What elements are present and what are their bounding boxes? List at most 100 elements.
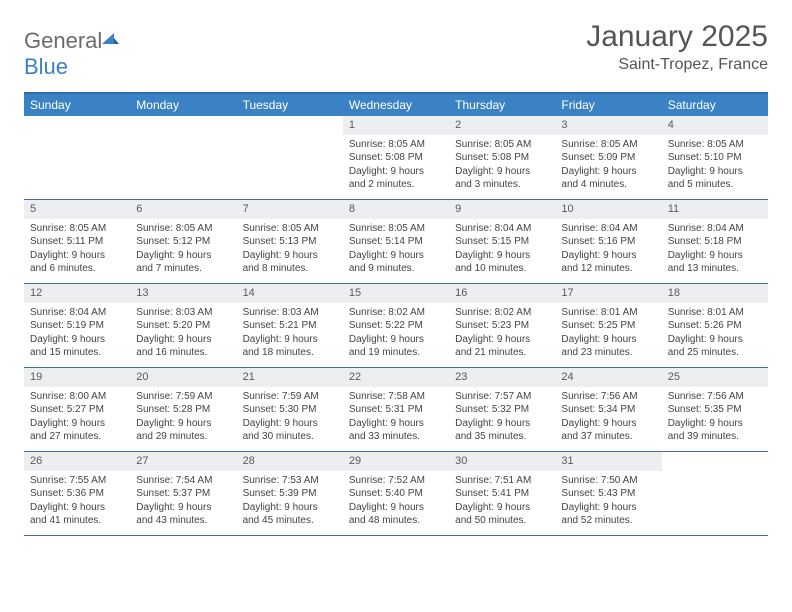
day-number: 25 xyxy=(662,368,768,387)
weekday-saturday: Saturday xyxy=(662,94,768,116)
day-cell-29: 29Sunrise: 7:52 AMSunset: 5:40 PMDayligh… xyxy=(343,452,449,536)
daylight-line-2: and 41 minutes. xyxy=(30,514,124,528)
sunrise-line: Sunrise: 7:58 AM xyxy=(349,390,443,404)
day-number: 22 xyxy=(343,368,449,387)
daylight-line-2: and 30 minutes. xyxy=(243,430,337,444)
sunset-line: Sunset: 5:15 PM xyxy=(455,235,549,249)
day-cell-23: 23Sunrise: 7:57 AMSunset: 5:32 PMDayligh… xyxy=(449,368,555,452)
logo-part2: Blue xyxy=(24,54,68,79)
daylight-line-1: Daylight: 9 hours xyxy=(30,501,124,515)
daylight-line-2: and 35 minutes. xyxy=(455,430,549,444)
day-cell-31: 31Sunrise: 7:50 AMSunset: 5:43 PMDayligh… xyxy=(555,452,661,536)
day-cell-12: 12Sunrise: 8:04 AMSunset: 5:19 PMDayligh… xyxy=(24,284,130,368)
day-number: 3 xyxy=(555,116,661,135)
sunset-line: Sunset: 5:34 PM xyxy=(561,403,655,417)
sunset-line: Sunset: 5:20 PM xyxy=(136,319,230,333)
sunrise-line: Sunrise: 8:05 AM xyxy=(349,222,443,236)
logo: GeneralBlue xyxy=(24,20,120,80)
daylight-line-1: Daylight: 9 hours xyxy=(668,417,762,431)
sunrise-line: Sunrise: 7:54 AM xyxy=(136,474,230,488)
sunrise-line: Sunrise: 8:02 AM xyxy=(349,306,443,320)
day-number: 2 xyxy=(449,116,555,135)
daylight-line-1: Daylight: 9 hours xyxy=(668,165,762,179)
daylight-line-1: Daylight: 9 hours xyxy=(561,249,655,263)
sunrise-line: Sunrise: 8:01 AM xyxy=(561,306,655,320)
day-cell-27: 27Sunrise: 7:54 AMSunset: 5:37 PMDayligh… xyxy=(130,452,236,536)
sunset-line: Sunset: 5:12 PM xyxy=(136,235,230,249)
daylight-line-1: Daylight: 9 hours xyxy=(136,501,230,515)
sunset-line: Sunset: 5:19 PM xyxy=(30,319,124,333)
day-cell-14: 14Sunrise: 8:03 AMSunset: 5:21 PMDayligh… xyxy=(237,284,343,368)
daylight-line-1: Daylight: 9 hours xyxy=(136,249,230,263)
day-number: 4 xyxy=(662,116,768,135)
day-cell-16: 16Sunrise: 8:02 AMSunset: 5:23 PMDayligh… xyxy=(449,284,555,368)
day-cell-3: 3Sunrise: 8:05 AMSunset: 5:09 PMDaylight… xyxy=(555,116,661,200)
sunset-line: Sunset: 5:09 PM xyxy=(561,151,655,165)
day-number: 18 xyxy=(662,284,768,303)
day-number: 24 xyxy=(555,368,661,387)
daylight-line-2: and 7 minutes. xyxy=(136,262,230,276)
daylight-line-1: Daylight: 9 hours xyxy=(349,333,443,347)
day-number: 19 xyxy=(24,368,130,387)
daylight-line-2: and 3 minutes. xyxy=(455,178,549,192)
daylight-line-1: Daylight: 9 hours xyxy=(30,417,124,431)
sunset-line: Sunset: 5:40 PM xyxy=(349,487,443,501)
day-number: 10 xyxy=(555,200,661,219)
day-info: Sunrise: 8:05 AMSunset: 5:08 PMDaylight:… xyxy=(343,135,449,198)
empty-cell xyxy=(24,116,130,200)
day-cell-26: 26Sunrise: 7:55 AMSunset: 5:36 PMDayligh… xyxy=(24,452,130,536)
sunrise-line: Sunrise: 7:55 AM xyxy=(30,474,124,488)
day-number: 9 xyxy=(449,200,555,219)
day-cell-22: 22Sunrise: 7:58 AMSunset: 5:31 PMDayligh… xyxy=(343,368,449,452)
day-number: 28 xyxy=(237,452,343,471)
sunset-line: Sunset: 5:28 PM xyxy=(136,403,230,417)
sunrise-line: Sunrise: 7:59 AM xyxy=(243,390,337,404)
day-cell-6: 6 Sunrise: 8:05 AMSunset: 5:12 PMDaylight… xyxy=(130,200,236,284)
sunset-line: Sunset: 5:08 PM xyxy=(349,151,443,165)
daylight-line-1: Daylight: 9 hours xyxy=(455,333,549,347)
day-info: Sunrise: 7:56 AMSunset: 5:34 PMDaylight:… xyxy=(555,387,661,450)
day-info: Sunrise: 7:52 AMSunset: 5:40 PMDaylight:… xyxy=(343,471,449,534)
sunrise-line: Sunrise: 7:50 AM xyxy=(561,474,655,488)
calendar-page: GeneralBlue January 2025 Saint-Tropez, F… xyxy=(0,0,792,556)
day-info: Sunrise: 8:02 AMSunset: 5:23 PMDaylight:… xyxy=(449,303,555,366)
daylight-line-2: and 27 minutes. xyxy=(30,430,124,444)
day-info: Sunrise: 7:54 AMSunset: 5:37 PMDaylight:… xyxy=(130,471,236,534)
sunset-line: Sunset: 5:22 PM xyxy=(349,319,443,333)
day-info: Sunrise: 8:05 AMSunset: 5:09 PMDaylight:… xyxy=(555,135,661,198)
sunset-line: Sunset: 5:35 PM xyxy=(668,403,762,417)
logo-text: GeneralBlue xyxy=(24,28,120,80)
day-number: 29 xyxy=(343,452,449,471)
daylight-line-2: and 15 minutes. xyxy=(30,346,124,360)
header: GeneralBlue January 2025 Saint-Tropez, F… xyxy=(24,20,768,80)
title-block: January 2025 Saint-Tropez, France xyxy=(586,20,768,74)
sunrise-line: Sunrise: 8:00 AM xyxy=(30,390,124,404)
daylight-line-1: Daylight: 9 hours xyxy=(136,333,230,347)
empty-cell xyxy=(130,116,236,200)
day-info: Sunrise: 8:00 AMSunset: 5:27 PMDaylight:… xyxy=(24,387,130,450)
daylight-line-2: and 48 minutes. xyxy=(349,514,443,528)
day-cell-24: 24Sunrise: 7:56 AMSunset: 5:34 PMDayligh… xyxy=(555,368,661,452)
sunset-line: Sunset: 5:26 PM xyxy=(668,319,762,333)
sunrise-line: Sunrise: 8:05 AM xyxy=(136,222,230,236)
daylight-line-2: and 10 minutes. xyxy=(455,262,549,276)
sunrise-line: Sunrise: 7:53 AM xyxy=(243,474,337,488)
day-number: 14 xyxy=(237,284,343,303)
daylight-line-2: and 5 minutes. xyxy=(668,178,762,192)
day-info: Sunrise: 8:04 AMSunset: 5:15 PMDaylight:… xyxy=(449,219,555,282)
day-info: Sunrise: 8:03 AMSunset: 5:21 PMDaylight:… xyxy=(237,303,343,366)
day-cell-25: 25Sunrise: 7:56 AMSunset: 5:35 PMDayligh… xyxy=(662,368,768,452)
sunrise-line: Sunrise: 8:05 AM xyxy=(30,222,124,236)
weekday-thursday: Thursday xyxy=(449,94,555,116)
sunrise-line: Sunrise: 8:04 AM xyxy=(30,306,124,320)
day-cell-17: 17Sunrise: 8:01 AMSunset: 5:25 PMDayligh… xyxy=(555,284,661,368)
day-info: Sunrise: 8:04 AMSunset: 5:19 PMDaylight:… xyxy=(24,303,130,366)
weekday-header: SundayMondayTuesdayWednesdayThursdayFrid… xyxy=(24,92,768,116)
day-number: 6 xyxy=(130,200,236,219)
logo-part1: General xyxy=(24,28,102,53)
sunset-line: Sunset: 5:10 PM xyxy=(668,151,762,165)
sunset-line: Sunset: 5:43 PM xyxy=(561,487,655,501)
day-number: 30 xyxy=(449,452,555,471)
daylight-line-1: Daylight: 9 hours xyxy=(349,501,443,515)
daylight-line-1: Daylight: 9 hours xyxy=(349,165,443,179)
